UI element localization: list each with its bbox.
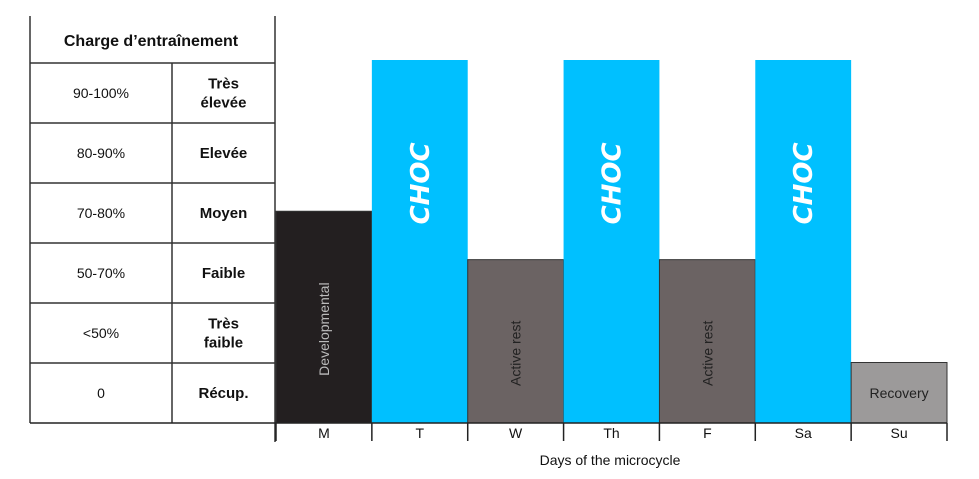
- x-tick-label: F: [703, 425, 712, 441]
- table-row-percent: 90-100%: [73, 85, 129, 101]
- bar-label: Recovery: [870, 385, 929, 401]
- bar-label: CHOC: [598, 142, 628, 224]
- table-row-label-line: Très: [208, 316, 239, 333]
- table-row: 0 Récup.: [97, 385, 248, 402]
- bar-Sa: CHOC: [755, 60, 852, 423]
- x-axis: M T W Th F Sa Su Days of the microcycle: [30, 422, 948, 468]
- table-row-percent: 70-80%: [77, 205, 125, 221]
- table-row-label: Très élevée: [201, 76, 247, 112]
- table-row-label-line: Faible: [202, 265, 245, 282]
- table-row-percent: 0: [97, 385, 105, 401]
- table-row-label: Elevée: [200, 145, 248, 162]
- table-row: 80-90% Elevée: [77, 145, 247, 162]
- table-row-percent: 80-90%: [77, 145, 125, 161]
- bar-label: Active rest: [508, 321, 524, 386]
- table-row-label: Moyen: [200, 205, 248, 222]
- x-tick-label: Th: [603, 425, 619, 441]
- table-row-label-line: Elevée: [200, 145, 248, 162]
- bar-rect: [563, 60, 660, 423]
- bar-label: Developmental: [316, 282, 332, 375]
- table-row-label-line: faible: [204, 335, 243, 352]
- bar-label: CHOC: [789, 142, 819, 224]
- table-row: 70-80% Moyen: [77, 205, 247, 222]
- bar-rect: [371, 60, 468, 423]
- table-row: <50% Très faible: [83, 316, 243, 352]
- table-row-label-line: élevée: [201, 95, 247, 112]
- table-row-label: Très faible: [204, 316, 243, 352]
- bar-label: CHOC: [406, 142, 436, 224]
- table-row-label-line: Récup.: [198, 385, 248, 402]
- training-load-table: Charge d’entraînement 90-100% Très élevée 8…: [29, 16, 276, 442]
- bar-M: Developmental: [275, 210, 373, 424]
- bar-Th: CHOC: [563, 60, 660, 423]
- bar-Su: Recovery: [850, 362, 948, 424]
- table-header: Charge d’entraînement: [64, 33, 239, 50]
- x-tick-label: T: [416, 425, 425, 441]
- table-row-percent: 50-70%: [77, 265, 125, 281]
- bar-W: Active rest: [467, 259, 565, 424]
- x-tick-label: Sa: [795, 425, 812, 441]
- bars-group: Developmental CHOC Active rest CHOC Active r…: [275, 60, 948, 424]
- table-row: 90-100% Très élevée: [73, 76, 246, 112]
- table-row-label-line: Moyen: [200, 205, 248, 222]
- bar-F: Active rest: [658, 259, 756, 424]
- x-tick-label: W: [509, 425, 523, 441]
- table-row-label: Récup.: [198, 385, 248, 402]
- table-row: 50-70% Faible: [77, 265, 245, 282]
- x-tick-label: M: [318, 425, 330, 441]
- x-axis-title: Days of the microcycle: [540, 452, 681, 468]
- table-row-percent: <50%: [83, 325, 119, 341]
- bar-rect: [755, 60, 852, 423]
- bar-T: CHOC: [371, 60, 468, 423]
- bar-label: Active rest: [699, 321, 715, 386]
- x-tick-label: Su: [891, 425, 908, 441]
- table-row-label: Faible: [202, 265, 245, 282]
- table-row-label-line: Très: [208, 76, 239, 93]
